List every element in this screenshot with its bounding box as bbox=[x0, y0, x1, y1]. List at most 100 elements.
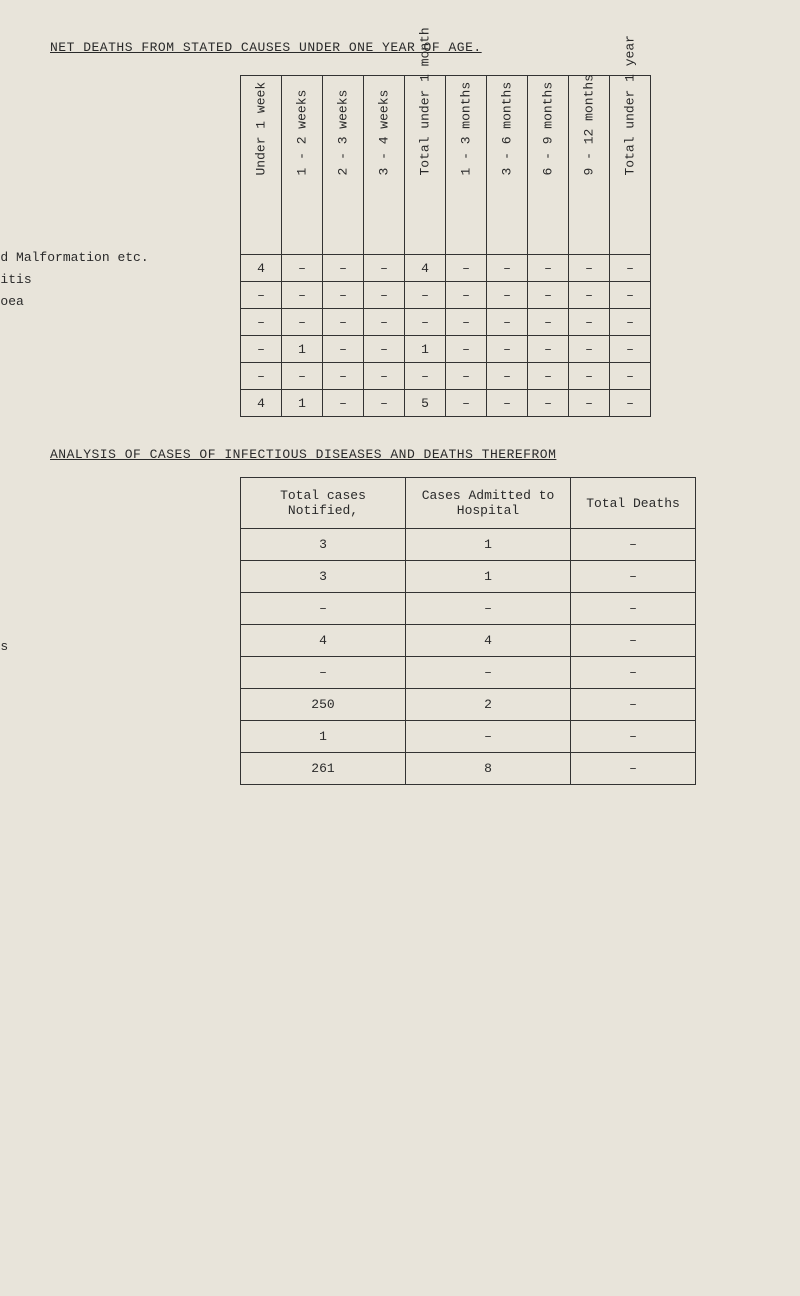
table-cell: – bbox=[528, 363, 569, 390]
page-title: NET DEATHS FROM STATED CAUSES UNDER ONE … bbox=[50, 40, 750, 55]
table-cell: – bbox=[528, 255, 569, 282]
table-cell: 4 bbox=[405, 255, 446, 282]
row-label: Total bbox=[0, 762, 8, 795]
row-label: Total bbox=[0, 357, 149, 379]
table-cell: – bbox=[528, 309, 569, 336]
col-under-1-week: Under 1 week bbox=[241, 76, 282, 255]
table-cell: – bbox=[610, 282, 651, 309]
table-row: 31– bbox=[241, 529, 696, 561]
table-cell: – bbox=[323, 390, 364, 417]
table-cell: – bbox=[610, 309, 651, 336]
col-total-cases: Total cases Notified, bbox=[241, 478, 406, 529]
table-cell: – bbox=[610, 255, 651, 282]
table-row: 1–– bbox=[241, 721, 696, 753]
table-cell: 4 bbox=[406, 625, 571, 657]
table-row: 2618– bbox=[241, 753, 696, 785]
table-cell: – bbox=[406, 721, 571, 753]
table-cell: – bbox=[610, 390, 651, 417]
table-cell: – bbox=[571, 721, 696, 753]
table-cell: – bbox=[571, 689, 696, 721]
table-cell: – bbox=[487, 336, 528, 363]
table-row: 41––5––––– bbox=[241, 390, 651, 417]
table-cell: 1 bbox=[405, 336, 446, 363]
table-cell: 1 bbox=[241, 721, 406, 753]
col-2-3-weeks: 2 - 3 weeks bbox=[323, 76, 364, 255]
table-cell: – bbox=[241, 593, 406, 625]
table2-row-labels: Scarlet FeverPneumoniaDysenteryAcute Pol… bbox=[0, 531, 8, 795]
table-cell: – bbox=[406, 593, 571, 625]
col-1-2-weeks: 1 - 2 weeks bbox=[282, 76, 323, 255]
table-cell: – bbox=[364, 255, 405, 282]
table1-wrapper: Under 1 week 1 - 2 weeks 2 - 3 weeks 3 -… bbox=[50, 75, 750, 417]
table-cell: 250 bbox=[241, 689, 406, 721]
table-cell: – bbox=[364, 309, 405, 336]
row-label: Enteritis & Diarrhoea bbox=[0, 291, 149, 313]
col-total-under-1-month: Total under 1 month bbox=[405, 76, 446, 255]
table-cell: 1 bbox=[406, 529, 571, 561]
table-cell: – bbox=[364, 363, 405, 390]
col-3-6-months: 3 - 6 months bbox=[487, 76, 528, 255]
table-cell: – bbox=[446, 255, 487, 282]
table-row: –––––––––– bbox=[241, 309, 651, 336]
analysis-table: Total cases Notified, Cases Admitted to … bbox=[240, 477, 696, 785]
col-3-4-weeks: 3 - 4 weeks bbox=[364, 76, 405, 255]
row-label: Scarlet Fever bbox=[0, 531, 8, 564]
row-label: Dysentery bbox=[0, 597, 8, 630]
table-cell: – bbox=[282, 309, 323, 336]
row-label: Other causes bbox=[0, 335, 149, 357]
table-row: –––––––––– bbox=[241, 282, 651, 309]
table-cell: – bbox=[282, 363, 323, 390]
deaths-table: Under 1 week 1 - 2 weeks 2 - 3 weeks 3 -… bbox=[240, 75, 651, 417]
row-label: Peritonitis bbox=[0, 313, 149, 335]
table-cell: 261 bbox=[241, 753, 406, 785]
table2-header-row: Total cases Notified, Cases Admitted to … bbox=[241, 478, 696, 529]
table-cell: 1 bbox=[282, 336, 323, 363]
table-cell: – bbox=[487, 309, 528, 336]
table-cell: – bbox=[282, 282, 323, 309]
table-cell: – bbox=[487, 363, 528, 390]
table-cell: – bbox=[282, 255, 323, 282]
table-row: 31– bbox=[241, 561, 696, 593]
table-row: 4–––4––––– bbox=[241, 255, 651, 282]
table-cell: 8 bbox=[406, 753, 571, 785]
table-cell: – bbox=[446, 363, 487, 390]
table-cell: – bbox=[569, 390, 610, 417]
col-9-12-months: 9 - 12 months bbox=[569, 76, 610, 255]
table-cell: 1 bbox=[282, 390, 323, 417]
table-cell: – bbox=[528, 282, 569, 309]
table-cell: – bbox=[446, 336, 487, 363]
table-cell: – bbox=[569, 282, 610, 309]
table-cell: – bbox=[405, 309, 446, 336]
row-label: Para-typhoid bbox=[0, 663, 8, 696]
table-cell: – bbox=[241, 336, 282, 363]
table-cell: – bbox=[571, 561, 696, 593]
row-label: Pneumonia & Bronchitis bbox=[0, 269, 149, 291]
table2-wrapper: Total cases Notified, Cases Admitted to … bbox=[50, 477, 750, 785]
row-label: Premature Birth and Malformation etc. bbox=[0, 247, 149, 269]
table-row: 2502– bbox=[241, 689, 696, 721]
table-cell: – bbox=[364, 336, 405, 363]
table-cell: – bbox=[487, 282, 528, 309]
table-cell: – bbox=[571, 657, 696, 689]
table-cell: 4 bbox=[241, 390, 282, 417]
table-cell: – bbox=[446, 390, 487, 417]
table-cell: – bbox=[487, 390, 528, 417]
table-cell: – bbox=[569, 336, 610, 363]
row-label: Pneumonia bbox=[0, 564, 8, 597]
table-cell: – bbox=[571, 593, 696, 625]
row-label: Measles bbox=[0, 696, 8, 729]
table-cell: – bbox=[571, 529, 696, 561]
col-cases-admitted: Cases Admitted to Hospital bbox=[406, 478, 571, 529]
table-cell: – bbox=[610, 363, 651, 390]
table-cell: – bbox=[446, 282, 487, 309]
table-row: –––––––––– bbox=[241, 363, 651, 390]
col-1-3-months: 1 - 3 months bbox=[446, 76, 487, 255]
table-cell: – bbox=[241, 363, 282, 390]
table-cell: – bbox=[571, 625, 696, 657]
table-cell: – bbox=[241, 309, 282, 336]
table-cell: – bbox=[569, 363, 610, 390]
table-row: –1––1––––– bbox=[241, 336, 651, 363]
table-row: ––– bbox=[241, 657, 696, 689]
table-cell: – bbox=[323, 309, 364, 336]
table-cell: – bbox=[569, 309, 610, 336]
